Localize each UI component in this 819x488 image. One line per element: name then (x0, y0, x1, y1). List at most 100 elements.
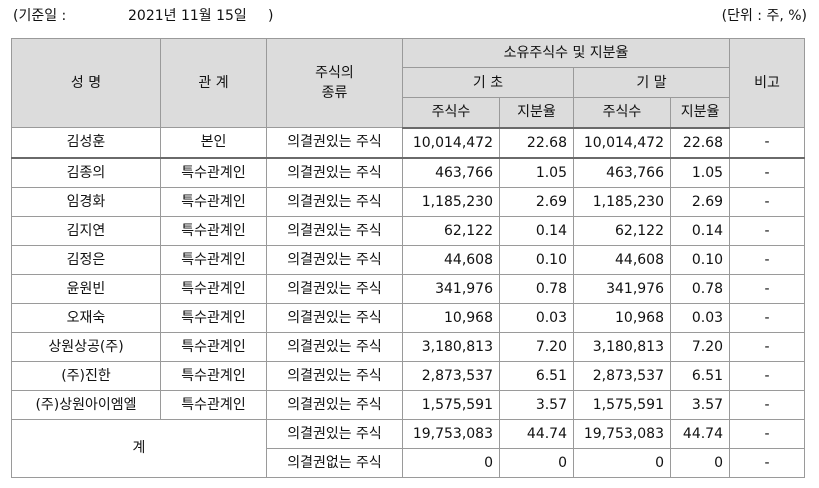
cell-type: 의결권있는 주식 (266, 331, 403, 362)
cell-end-ratio: 0.03 (669, 302, 731, 333)
cell-end-shares: 44,608 (573, 244, 671, 275)
cell-end-ratio: 0.10 (669, 244, 731, 275)
cell-start-shares: 463,766 (402, 156, 500, 188)
cell-end-ratio: 7.20 (669, 331, 731, 362)
cell-start-ratio: 0.03 (499, 302, 574, 333)
cell-end-ratio: 44.74 (669, 418, 731, 449)
unit-label: (단위 : 주, %) (721, 8, 807, 24)
header-name: 성 명 (11, 38, 161, 128)
cell-start-shares: 1,575,591 (402, 389, 500, 420)
cell-start-shares: 44,608 (402, 244, 500, 275)
cell-name: 상원상공(주) (11, 331, 161, 362)
header-ownership: 소유주식수 및 지분율 (401, 37, 731, 69)
cell-name: (주)진한 (11, 360, 161, 391)
header-note: 비고 (729, 38, 806, 128)
cell-type: 의결권있는 주식 (266, 215, 403, 246)
cell-end-shares: 3,180,813 (573, 331, 671, 362)
cell-start-ratio: 2.69 (499, 186, 574, 217)
cell-start-shares: 1,185,230 (402, 186, 500, 217)
table-caption: (기준일 : 2021년 11월 15일 ) (단위 : 주, %) (13, 6, 807, 26)
cell-end-ratio: 6.51 (669, 360, 731, 391)
cell-name: 윤원빈 (11, 273, 161, 304)
total-row-nonvoting: 의결권없는 주식 0 0 0 0 - (12, 447, 806, 478)
cell-note: - (729, 273, 806, 304)
cell-relation: 특수관계인 (160, 389, 267, 420)
cell-start-shares: 19,753,083 (402, 418, 500, 449)
cell-type: 의결권있는 주식 (266, 302, 403, 333)
cell-start-ratio: 7.20 (499, 331, 574, 362)
cell-end-ratio: 3.57 (669, 389, 731, 420)
header-start: 기 초 (402, 67, 574, 98)
cell-end-shares: 463,766 (573, 156, 671, 188)
table-row: 상원상공(주) 특수관계인 의결권있는 주식 3,180,813 7.20 3,… (11, 331, 806, 362)
cell-relation: 특수관계인 (160, 331, 267, 362)
cell-relation: 본인 (160, 127, 267, 158)
header-start-shares: 주식수 (402, 96, 500, 129)
cell-note: - (729, 156, 806, 188)
table-row: 윤원빈 특수관계인 의결권있는 주식 341,976 0.78 341,976 … (11, 273, 806, 304)
cell-type: 의결권있는 주식 (266, 360, 403, 391)
cell-end-shares: 341,976 (573, 273, 671, 304)
cell-type: 의결권있는 주식 (266, 186, 403, 217)
header-end-ratio: 지분율 (669, 96, 731, 129)
cell-name: 김지연 (11, 215, 161, 246)
cell-start-shares: 2,873,537 (402, 360, 500, 391)
cell-start-ratio: 44.74 (499, 418, 574, 449)
basis-date-label: (기준일 : (13, 8, 67, 24)
cell-note: - (729, 215, 806, 246)
cell-note: - (729, 186, 806, 217)
table-row: 김성훈 본인 의결권있는 주식 10,014,472 22.68 10,014,… (11, 127, 806, 158)
cell-type: 의결권있는 주식 (266, 418, 403, 449)
cell-end-shares: 1,575,591 (573, 389, 671, 420)
cell-note: - (729, 389, 806, 420)
cell-start-ratio: 0.78 (499, 273, 574, 304)
table-row: 임경화 특수관계인 의결권있는 주식 1,185,230 2.69 1,185,… (11, 186, 806, 217)
cell-end-ratio: 0.78 (669, 273, 731, 304)
cell-relation: 특수관계인 (160, 156, 267, 188)
cell-note: - (729, 447, 806, 478)
cell-start-ratio: 0.14 (499, 215, 574, 246)
cell-type: 의결권없는 주식 (266, 447, 403, 478)
cell-start-ratio: 3.57 (499, 389, 574, 420)
total-label: 계 (11, 418, 267, 478)
basis-date-value: 2021년 11월 15일 (128, 8, 247, 24)
shareholding-table: 성 명 관 계 주식의 종류 소유주식수 및 지분율 비고 기 초 기 말 주식… (11, 37, 806, 478)
cell-note: - (729, 331, 806, 362)
cell-start-shares: 10,014,472 (402, 127, 500, 158)
table-row: (주)상원아이엠엘 특수관계인 의결권있는 주식 1,575,591 3.57 … (11, 389, 806, 420)
total-row-voting: 계 의결권있는 주식 19,753,083 44.74 19,753,083 4… (11, 418, 806, 478)
cell-note: - (729, 127, 806, 158)
cell-note: - (729, 244, 806, 275)
cell-start-shares: 10,968 (402, 302, 500, 333)
cell-end-shares: 10,014,472 (573, 127, 671, 158)
cell-relation: 특수관계인 (160, 302, 267, 333)
cell-end-ratio: 0.14 (669, 215, 731, 246)
cell-type: 의결권있는 주식 (266, 244, 403, 275)
table-row: 김정은 특수관계인 의결권있는 주식 44,608 0.10 44,608 0.… (11, 244, 806, 275)
cell-start-ratio: 6.51 (499, 360, 574, 391)
cell-start-ratio: 0.10 (499, 244, 574, 275)
cell-name: 김성훈 (11, 127, 161, 158)
cell-end-shares: 62,122 (573, 215, 671, 246)
cell-relation: 특수관계인 (160, 273, 267, 304)
cell-type: 의결권있는 주식 (266, 273, 403, 304)
cell-start-ratio: 0 (499, 447, 574, 478)
cell-end-ratio: 2.69 (669, 186, 731, 217)
table-row: 김종의 특수관계인 의결권있는 주식 463,766 1.05 463,766 … (11, 156, 806, 188)
cell-start-shares: 3,180,813 (402, 331, 500, 362)
cell-type: 의결권있는 주식 (266, 156, 403, 188)
cell-note: - (729, 418, 806, 449)
cell-start-ratio: 1.05 (499, 156, 574, 188)
basis-date-close: ) (268, 8, 274, 24)
cell-end-shares: 19,753,083 (573, 418, 671, 449)
cell-name: 오재숙 (11, 302, 161, 333)
table-row: (주)진한 특수관계인 의결권있는 주식 2,873,537 6.51 2,87… (11, 360, 806, 391)
table-row: 김지연 특수관계인 의결권있는 주식 62,122 0.14 62,122 0.… (11, 215, 806, 246)
cell-end-shares: 0 (573, 447, 671, 478)
cell-type: 의결권있는 주식 (266, 127, 403, 158)
cell-start-shares: 341,976 (402, 273, 500, 304)
cell-start-ratio: 22.68 (499, 127, 574, 158)
cell-name: 임경화 (11, 186, 161, 217)
cell-end-ratio: 0 (669, 447, 731, 478)
cell-start-shares: 0 (402, 447, 500, 478)
